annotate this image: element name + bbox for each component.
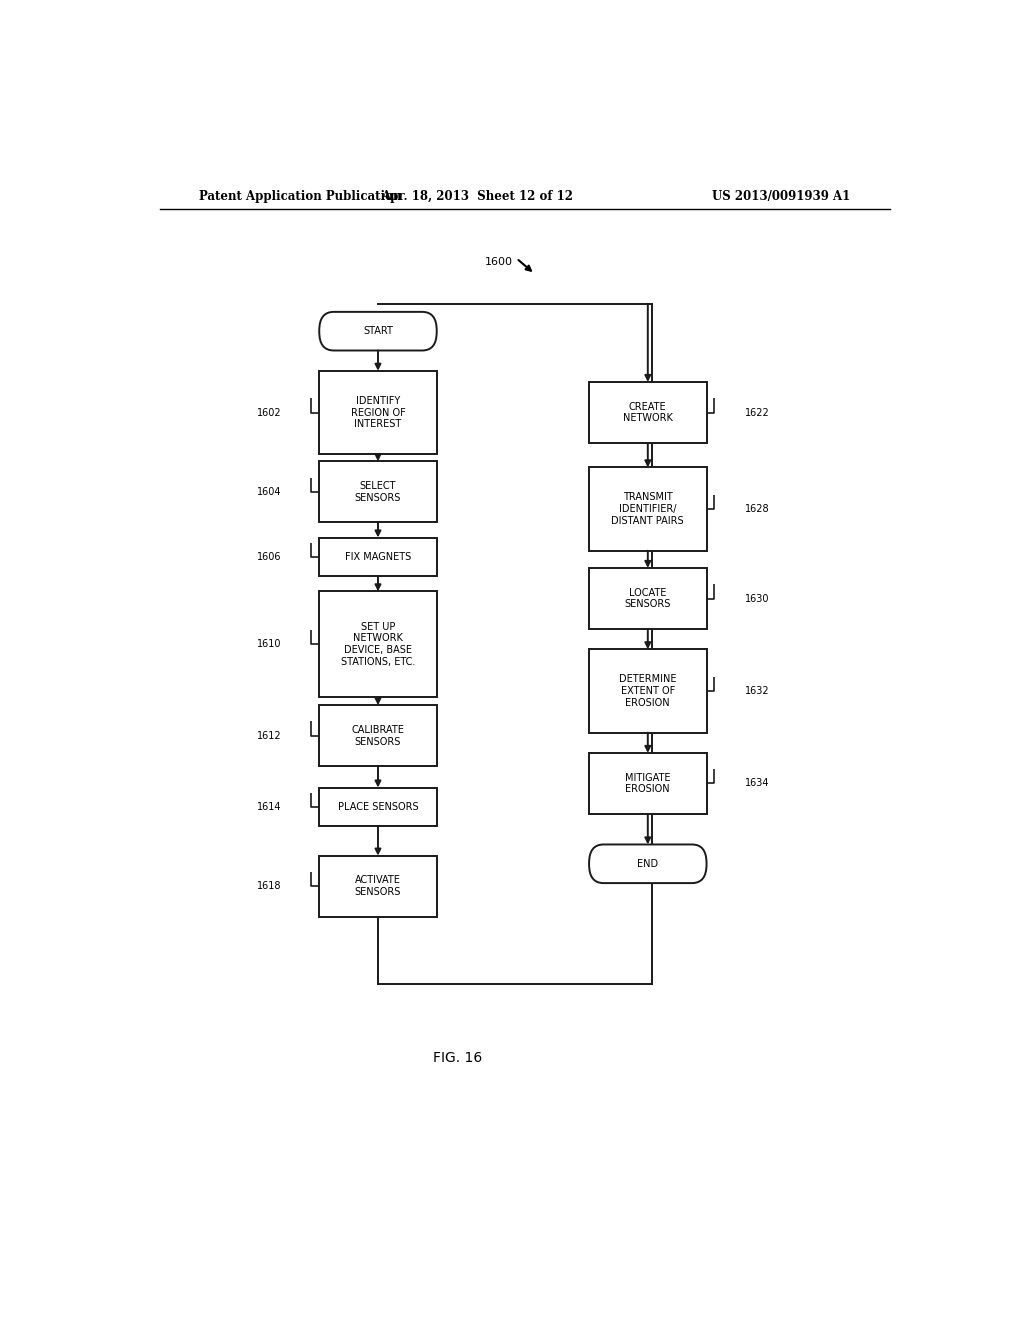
Text: 1630: 1630 <box>744 594 769 603</box>
Text: LOCATE
SENSORS: LOCATE SENSORS <box>625 587 671 610</box>
Text: 1602: 1602 <box>257 408 282 417</box>
Text: START: START <box>364 326 393 337</box>
Text: FIX MAGNETS: FIX MAGNETS <box>345 552 411 562</box>
Text: 1600: 1600 <box>485 257 513 267</box>
Text: 1632: 1632 <box>744 686 769 696</box>
Text: ACTIVATE
SENSORS: ACTIVATE SENSORS <box>354 875 401 898</box>
Text: 1634: 1634 <box>744 779 769 788</box>
FancyBboxPatch shape <box>319 312 436 351</box>
Bar <box>319 855 436 916</box>
Bar <box>589 649 707 733</box>
Text: Apr. 18, 2013  Sheet 12 of 12: Apr. 18, 2013 Sheet 12 of 12 <box>381 190 573 202</box>
Bar <box>319 591 436 697</box>
Bar <box>319 537 436 576</box>
Text: SELECT
SENSORS: SELECT SENSORS <box>354 480 401 503</box>
Text: US 2013/0091939 A1: US 2013/0091939 A1 <box>712 190 850 202</box>
Text: IDENTIFY
REGION OF
INTEREST: IDENTIFY REGION OF INTEREST <box>350 396 406 429</box>
Text: TRANSMIT
IDENTIFIER/
DISTANT PAIRS: TRANSMIT IDENTIFIER/ DISTANT PAIRS <box>611 492 684 525</box>
Bar <box>319 461 436 523</box>
Text: SET UP
NETWORK
DEVICE, BASE
STATIONS, ETC.: SET UP NETWORK DEVICE, BASE STATIONS, ET… <box>341 622 415 667</box>
Text: 1618: 1618 <box>257 882 282 891</box>
Text: DETERMINE
EXTENT OF
EROSION: DETERMINE EXTENT OF EROSION <box>620 675 677 708</box>
Text: 1614: 1614 <box>257 801 282 812</box>
Bar <box>319 371 436 454</box>
Text: END: END <box>637 859 658 869</box>
Bar <box>589 381 707 444</box>
Bar <box>319 705 436 766</box>
Text: CREATE
NETWORK: CREATE NETWORK <box>623 401 673 424</box>
Text: Patent Application Publication: Patent Application Publication <box>200 190 402 202</box>
Text: PLACE SENSORS: PLACE SENSORS <box>338 801 418 812</box>
Bar <box>589 467 707 550</box>
Bar <box>589 568 707 630</box>
Text: 1610: 1610 <box>257 639 282 649</box>
Bar <box>319 788 436 826</box>
FancyBboxPatch shape <box>589 845 707 883</box>
Text: 1604: 1604 <box>257 487 282 496</box>
Text: FIG. 16: FIG. 16 <box>433 1051 482 1065</box>
Bar <box>589 752 707 814</box>
Text: MITIGATE
EROSION: MITIGATE EROSION <box>625 772 671 795</box>
Text: CALIBRATE
SENSORS: CALIBRATE SENSORS <box>351 725 404 747</box>
Text: 1622: 1622 <box>744 408 769 417</box>
Text: 1606: 1606 <box>257 552 282 562</box>
Text: 1628: 1628 <box>744 504 769 513</box>
Text: 1612: 1612 <box>257 731 282 741</box>
